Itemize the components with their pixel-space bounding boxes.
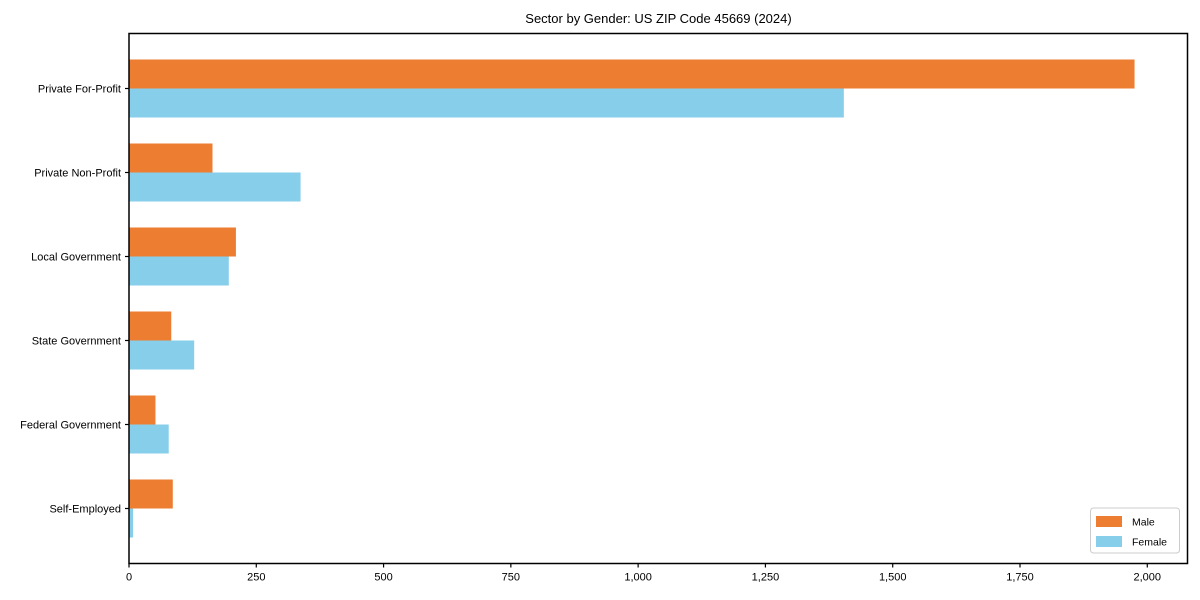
bar-male-federal-government [129,395,156,425]
bar-male-local-government [129,227,236,257]
y-tick-label: Federal Government [20,420,121,432]
bar-male-private-non-profit [129,143,213,173]
x-tick-label: 1,000 [624,572,652,584]
x-tick-label: 1,500 [879,572,907,584]
bar-male-state-government [129,311,172,341]
x-tick-label: 2,000 [1134,572,1162,584]
bar-female-federal-government [129,424,169,454]
x-tick-label: 1,750 [1006,572,1034,584]
y-tick-label: Private Non-Profit [34,168,121,180]
x-tick-label: 750 [502,572,520,584]
legend-swatch-female [1096,536,1122,547]
bar-female-self-employed [129,508,134,538]
bar-male-private-for-profit [129,59,1135,89]
x-tick-label: 500 [374,572,392,584]
y-tick-label: Private For-Profit [38,84,121,96]
legend-swatch-male [1096,516,1122,527]
legend-label-male: Male [1132,517,1155,529]
x-tick-label: 0 [126,572,132,584]
bar-female-state-government [129,340,195,370]
bar-female-local-government [129,256,229,286]
x-tick-label: 1,250 [752,572,780,584]
bar-female-private-for-profit [129,88,844,118]
x-tick-label: 250 [247,572,265,584]
y-tick-label: State Government [32,336,121,348]
y-tick-label: Self-Employed [49,504,121,516]
legend-label-female: Female [1132,537,1167,549]
y-tick-label: Local Government [31,252,121,264]
chart-title: Sector by Gender: US ZIP Code 45669 (202… [525,11,792,26]
bar-male-self-employed [129,479,173,509]
bar-female-private-non-profit [129,172,301,202]
plot-border [128,32,1189,565]
